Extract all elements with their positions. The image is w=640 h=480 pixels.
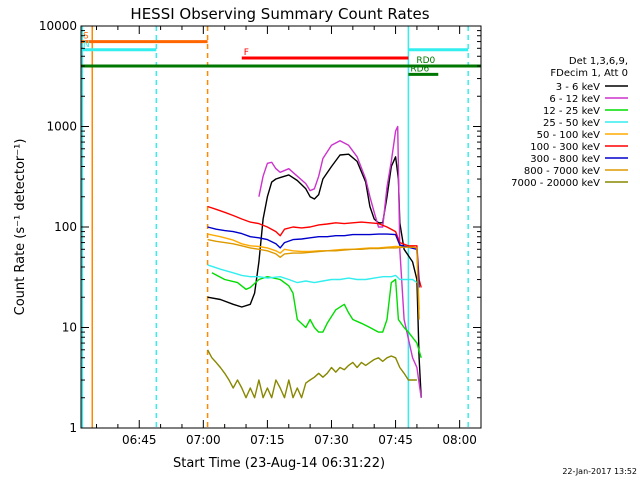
legend-entry-5: 100 - 300 keV — [530, 142, 600, 153]
y-tick-label-2: 100 — [54, 220, 77, 234]
state-label-6: RD6 — [410, 64, 429, 74]
state-label-3: F — [244, 48, 249, 58]
plot-frame — [80, 25, 482, 429]
y-axis-label: Count Rate (s⁻¹ detector⁻¹) — [13, 139, 28, 316]
series-line-6 — [207, 226, 420, 288]
legend-entry-8: 7000 - 20000 keV — [511, 178, 600, 189]
y-tick-label-1: 10 — [62, 321, 77, 335]
timestamp: 22-Jan-2017 13:52 — [562, 467, 637, 476]
x-axis: 06:45 07:00 07:15 07:30 07:45 08:00 — [96, 26, 482, 447]
series-line-5 — [207, 205, 422, 288]
series-line-7 — [207, 238, 420, 320]
x-tick-label-5: 08:00 — [442, 433, 477, 447]
legend-entry-0: 3 - 6 keV — [556, 82, 600, 93]
series-line-0 — [207, 153, 422, 398]
y-tick-label-3: 1000 — [46, 120, 77, 134]
legend-header-1: FDecim 1, Att 0 — [550, 68, 628, 79]
series-line-8 — [206, 349, 417, 399]
legend-entry-7: 800 - 7000 keV — [524, 166, 600, 177]
legend-entry-2: 12 - 25 keV — [543, 106, 600, 117]
x-tick-label-2: 07:15 — [250, 433, 285, 447]
series-line-3 — [207, 264, 418, 284]
chart-title: HESSI Observing Summary Count Rates — [130, 5, 429, 23]
state-label-0: S — [83, 32, 89, 42]
x-tick-label-4: 07:45 — [378, 433, 413, 447]
x-axis-label: Start Time (23-Aug-14 06:31:22) — [173, 456, 385, 471]
state-label-1: N — [83, 40, 90, 50]
legend-entry-3: 25 - 50 keV — [543, 118, 600, 129]
x-tick-label-1: 07:00 — [186, 433, 221, 447]
legend-header-0: Det 1,3,6,9, — [569, 56, 628, 67]
y-tick-label-4: 10000 — [39, 19, 77, 33]
state-label-5: RD0 — [416, 56, 435, 66]
x-tick-label-0: 06:45 — [122, 433, 157, 447]
series-line-1 — [258, 125, 422, 398]
series-line-2 — [211, 272, 422, 358]
x-tick-label-3: 07:30 — [314, 433, 349, 447]
series-group — [206, 125, 422, 399]
legend-entry-6: 300 - 800 keV — [530, 154, 600, 165]
vertical-markers — [81, 26, 469, 428]
y-axis: 1 10 100 1000 10000 — [39, 19, 481, 435]
legend-entry-1: 6 - 12 keV — [549, 94, 600, 105]
y-tick-label-0: 1 — [69, 421, 77, 435]
legend-entry-4: 50 - 100 keV — [537, 130, 601, 141]
